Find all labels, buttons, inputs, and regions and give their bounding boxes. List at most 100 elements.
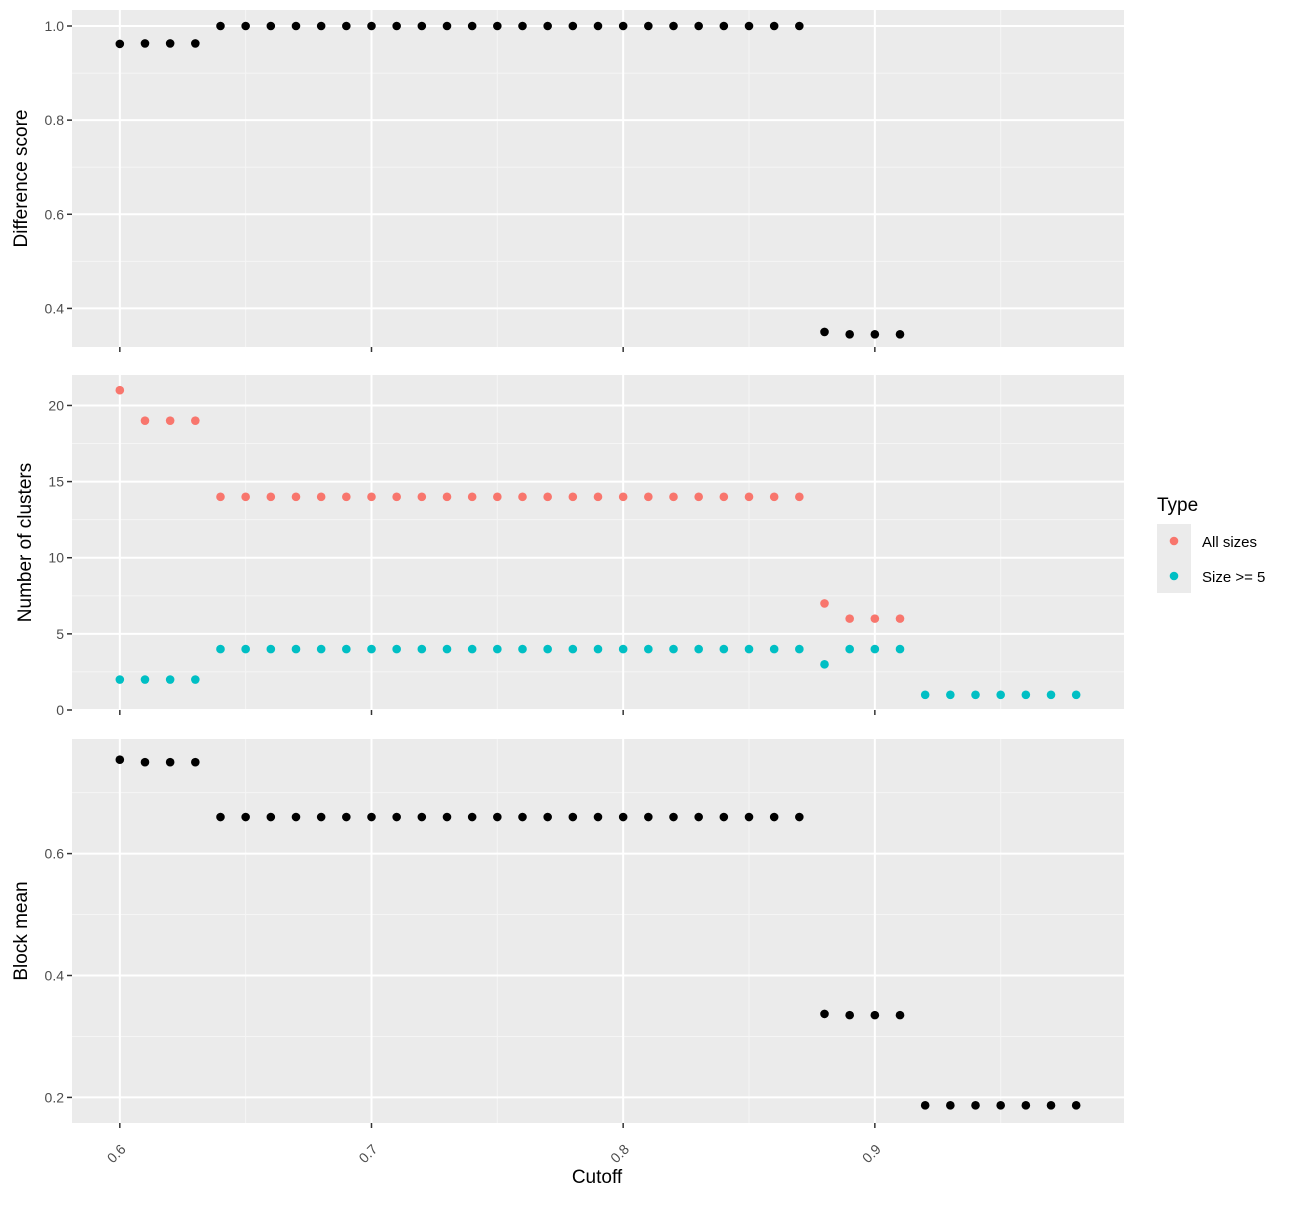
data-point [417, 21, 427, 31]
y-tick-label: 1.0 [45, 18, 65, 34]
data-point [719, 21, 729, 31]
data-point [442, 492, 452, 502]
y-axis-title: Number of clusters [15, 463, 36, 622]
data-point [719, 644, 729, 654]
data-point [795, 812, 804, 822]
y-tick-label: 0.6 [45, 206, 65, 222]
data-point [291, 492, 301, 502]
data-point [769, 21, 779, 31]
x-tick-label: 0.6 [104, 1141, 129, 1166]
data-point [971, 690, 980, 700]
data-point [165, 416, 175, 425]
data-point [442, 644, 452, 654]
data-point [845, 614, 854, 623]
y-tick-label: 0.2 [45, 1089, 65, 1105]
data-point [870, 614, 880, 623]
data-point [644, 21, 653, 31]
data-point [543, 644, 552, 654]
data-point [367, 644, 376, 654]
data-point [493, 21, 502, 31]
y-tick-label: 0.6 [45, 846, 65, 862]
y-tick-label: 0.8 [45, 112, 65, 128]
legend: Type All sizes Size >= 5 [1157, 495, 1265, 593]
data-point [618, 492, 628, 502]
data-point [140, 416, 150, 425]
data-point [920, 1101, 930, 1110]
data-point [367, 21, 376, 31]
data-point [694, 812, 703, 822]
data-point [719, 812, 729, 822]
series-0 [115, 21, 905, 339]
data-point [1071, 1101, 1081, 1110]
data-point [820, 660, 829, 669]
panel-background [72, 739, 1124, 1123]
data-point [291, 21, 301, 31]
data-point [342, 644, 351, 654]
data-point [467, 21, 477, 31]
number-of-clusters-panel: 0 5 10 15 20 Number of clusters [15, 375, 1124, 718]
y-tick-label: 0.4 [45, 967, 65, 983]
data-point [618, 644, 628, 654]
data-point [493, 644, 502, 654]
data-point [744, 492, 754, 502]
data-point [744, 812, 754, 822]
data-point [115, 675, 125, 684]
data-point [216, 812, 225, 822]
data-point [266, 812, 276, 822]
data-point [769, 492, 779, 502]
data-point [216, 492, 225, 502]
series-1 [115, 644, 1081, 700]
data-point [769, 812, 779, 822]
data-point [291, 812, 301, 822]
data-point [996, 690, 1005, 700]
data-point [493, 812, 502, 822]
x-axis-title: Cutoff [572, 1167, 623, 1188]
y-tick-label: 20 [48, 397, 64, 413]
data-point [543, 21, 552, 31]
data-point [467, 492, 477, 502]
data-point [216, 21, 225, 31]
data-point [895, 614, 905, 623]
data-point [115, 39, 125, 49]
data-point [669, 492, 678, 502]
data-point [417, 644, 427, 654]
series-0 [115, 755, 1081, 1110]
data-point [266, 21, 276, 31]
data-point [467, 644, 477, 654]
legend-key-background [1157, 524, 1191, 593]
data-point [518, 644, 527, 654]
y-tick-label: 15 [48, 474, 64, 490]
data-point [115, 755, 125, 765]
data-point [241, 812, 250, 822]
data-point [568, 644, 578, 654]
data-point [367, 492, 376, 502]
data-point [518, 21, 527, 31]
difference-score-panel: 0.4 0.6 0.8 1.0 Difference score [11, 10, 1124, 352]
x-axis: 0.6 0.7 0.8 0.9 [104, 1141, 884, 1166]
legend-label-size-ge-5: Size >= 5 [1202, 569, 1265, 586]
data-point [392, 21, 401, 31]
data-point [1046, 690, 1056, 700]
data-point [518, 812, 527, 822]
data-point [694, 644, 703, 654]
x-tick-label: 0.8 [607, 1141, 632, 1166]
data-point [568, 21, 578, 31]
data-point [870, 329, 880, 339]
data-point [795, 492, 804, 502]
data-point [140, 757, 150, 767]
legend-key-size-ge-5 [1169, 571, 1179, 581]
data-point [895, 1010, 905, 1020]
data-point [971, 1101, 980, 1110]
data-point [165, 675, 175, 684]
data-point [266, 644, 276, 654]
data-point [518, 492, 527, 502]
data-point [342, 492, 351, 502]
data-point [694, 492, 703, 502]
data-point [115, 385, 125, 395]
data-point [568, 812, 578, 822]
data-point [820, 599, 829, 608]
y-tick-label: 0.4 [45, 300, 65, 316]
data-point [191, 757, 200, 767]
data-point [543, 812, 552, 822]
data-point [795, 644, 804, 654]
